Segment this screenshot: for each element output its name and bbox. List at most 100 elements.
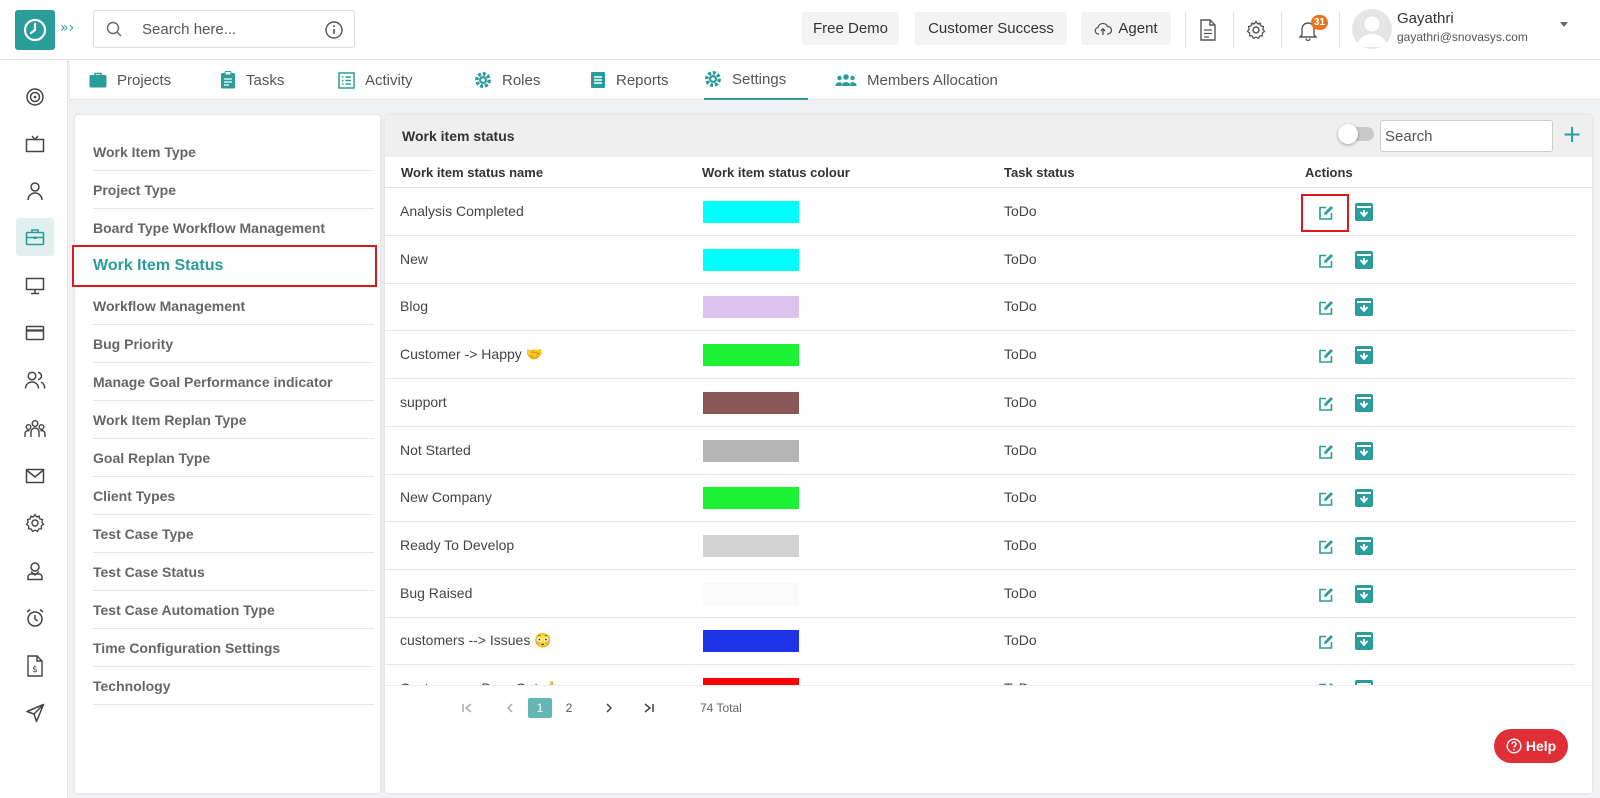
settings-menu-item[interactable]: Time Configuration Settings <box>93 629 374 667</box>
edit-icon[interactable] <box>1315 250 1337 272</box>
archive-icon[interactable] <box>1354 584 1374 604</box>
chevron-down-icon[interactable] <box>1560 22 1568 27</box>
settings-menu-item[interactable]: Work Item Replan Type <box>93 401 374 439</box>
status-name: New Company <box>400 489 492 506</box>
edit-icon[interactable] <box>1315 393 1337 415</box>
task-status: ToDo <box>1004 203 1037 219</box>
table-search-input[interactable] <box>1380 120 1553 152</box>
tab-reports[interactable]: Reports <box>590 60 669 100</box>
settings-menu-item-active[interactable]: Work Item Status <box>72 245 377 287</box>
info-icon[interactable] <box>324 20 344 45</box>
settings-menu-item[interactable]: Test Case Automation Type <box>93 591 374 629</box>
invoice-icon[interactable]: $ <box>16 647 54 685</box>
menu-item-label: Technology <box>93 677 171 694</box>
edit-icon[interactable] <box>1315 488 1337 510</box>
page-2-button[interactable]: 2 <box>565 701 573 715</box>
settings-menu-item[interactable]: Goal Replan Type <box>93 439 374 477</box>
briefcase-icon[interactable] <box>16 218 54 256</box>
status-colour-swatch <box>703 582 799 605</box>
customer-success-button[interactable]: Customer Success <box>915 12 1067 45</box>
archive-icon[interactable] <box>1354 345 1374 365</box>
bell-icon[interactable] <box>1296 18 1320 42</box>
archive-icon[interactable] <box>1354 441 1374 461</box>
last-page-icon[interactable] <box>641 698 657 718</box>
settings-menu-item[interactable]: Workflow Management <box>93 287 374 325</box>
team-icon[interactable] <box>16 410 54 448</box>
search-input[interactable] <box>142 20 312 38</box>
tab-tasks[interactable]: Tasks <box>220 60 284 100</box>
avatar[interactable] <box>1352 9 1392 49</box>
svg-text:$: $ <box>32 665 38 675</box>
status-name: Customer -> Happy 🤝 <box>400 346 544 363</box>
page-1-button[interactable]: 1 <box>528 698 552 718</box>
status-name: support <box>400 393 447 410</box>
toggle-knob <box>1338 124 1358 144</box>
document-icon[interactable] <box>1196 18 1220 42</box>
tab-activity[interactable]: Activity <box>338 60 413 100</box>
archive-icon[interactable] <box>1354 393 1374 413</box>
tab-label: Tasks <box>246 71 285 89</box>
settings-menu-item[interactable]: Project Type <box>93 171 374 209</box>
divider <box>1339 12 1340 48</box>
archive-icon[interactable] <box>1354 297 1374 317</box>
tv-icon[interactable] <box>16 125 54 163</box>
gear-icon[interactable] <box>1244 18 1268 42</box>
app-logo[interactable] <box>15 10 55 50</box>
archive-icon[interactable] <box>1354 488 1374 508</box>
send-icon[interactable] <box>16 694 54 732</box>
tab-roles[interactable]: Roles <box>474 60 540 100</box>
global-search[interactable] <box>93 10 355 48</box>
help-label: Help <box>1525 738 1557 754</box>
edit-icon[interactable] <box>1315 297 1337 319</box>
edit-icon[interactable] <box>1315 441 1337 463</box>
mail-icon[interactable] <box>16 457 54 495</box>
settings-menu-item[interactable]: Test Case Status <box>93 553 374 591</box>
settings-menu-item[interactable]: Client Types <box>93 477 374 515</box>
column-header-actions: Actions <box>1305 165 1353 180</box>
tab-members-allocation[interactable]: Members Allocation <box>835 60 998 100</box>
archive-icon[interactable] <box>1354 202 1374 222</box>
edit-icon[interactable] <box>1315 584 1337 606</box>
tab-settings[interactable]: Settings <box>704 60 809 100</box>
settings-menu-item[interactable]: Test Case Type <box>93 515 374 553</box>
prev-page-icon[interactable] <box>502 698 518 718</box>
users-icon[interactable] <box>16 361 54 399</box>
menu-item-label: Work Item Type <box>93 143 196 160</box>
expand-sidebar-icon[interactable]: »› <box>60 20 75 36</box>
archive-icon[interactable] <box>1354 631 1374 651</box>
settings-menu-item[interactable]: Work Item Type <box>93 133 374 171</box>
add-icon[interactable]: + <box>1562 120 1583 148</box>
user-icon[interactable] <box>16 172 54 210</box>
agent-button[interactable]: Agent <box>1081 12 1171 45</box>
first-page-icon[interactable] <box>459 698 475 718</box>
status-colour-swatch <box>703 630 799 653</box>
free-demo-button[interactable]: Free Demo <box>802 12 899 45</box>
tab-projects[interactable]: Projects <box>89 60 171 100</box>
archive-icon[interactable] <box>1354 536 1374 556</box>
settings-menu-item[interactable]: Manage Goal Performance indicator <box>93 363 374 401</box>
settings-menu-item[interactable]: Board Type Workflow Management <box>93 209 374 247</box>
monitor-icon[interactable] <box>16 267 54 305</box>
edit-icon[interactable] <box>1315 345 1337 367</box>
gear-icon <box>475 72 491 88</box>
settings-gear-icon[interactable] <box>16 504 54 542</box>
help-button[interactable]: Help <box>1494 729 1568 763</box>
edit-icon[interactable] <box>1315 202 1337 224</box>
settings-menu-item[interactable]: Technology <box>93 667 374 705</box>
next-page-icon[interactable] <box>601 698 617 718</box>
column-header-task-status: Task status <box>1004 165 1075 180</box>
archive-toggle[interactable] <box>1338 124 1374 144</box>
tab-label: Reports <box>616 71 669 89</box>
credit-card-icon[interactable] <box>16 314 54 352</box>
work-item-status-panel: Work item status + Work item status name… <box>385 115 1592 793</box>
clipboard-icon <box>221 71 235 89</box>
edit-icon[interactable] <box>1315 631 1337 653</box>
task-status: ToDo <box>1004 584 1037 601</box>
status-name: Not Started <box>400 441 471 458</box>
dashboard-icon[interactable] <box>16 78 54 116</box>
person-badge-icon[interactable] <box>16 552 54 590</box>
alarm-clock-icon[interactable] <box>16 599 54 637</box>
edit-icon[interactable] <box>1315 536 1337 558</box>
settings-menu-item[interactable]: Bug Priority <box>93 325 374 363</box>
archive-icon[interactable] <box>1354 250 1374 270</box>
